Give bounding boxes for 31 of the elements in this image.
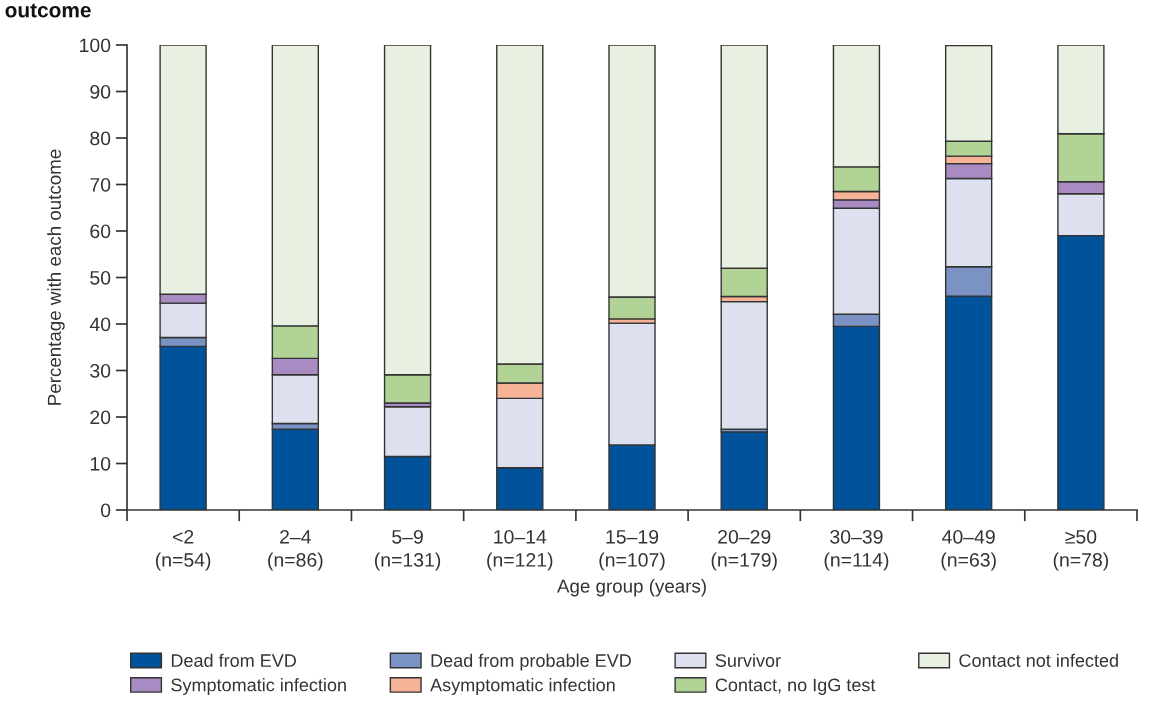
legend-label: Symptomatic infection xyxy=(171,678,346,695)
x-tick-label: 2–4 (n=86) xyxy=(268,529,323,571)
x-axis-title: Age group (years) xyxy=(557,578,706,597)
x-tick-label: 10–14 (n=121) xyxy=(487,529,553,571)
legend-label: Dead from EVD xyxy=(171,653,296,667)
y-tick-label: 90 xyxy=(90,84,111,99)
y-tick-label: 0 xyxy=(100,503,111,518)
x-tick-label: 20–29 (n=179) xyxy=(711,529,777,571)
y-axis-title: Percentage with each outcome xyxy=(47,149,65,405)
legend-label: Asymptomatic infection xyxy=(430,678,615,695)
x-tick-label: ≥50 (n=78) xyxy=(1053,529,1109,571)
y-tick-label: 100 xyxy=(80,38,111,53)
legend-label: Contact not infected xyxy=(959,653,1118,667)
y-tick-label: 70 xyxy=(90,177,111,192)
x-tick-label: 15–19 (n=107) xyxy=(599,529,665,571)
y-tick-label: 40 xyxy=(89,317,111,332)
x-tick-label: 30–39 (n=114) xyxy=(824,529,889,571)
legend-label: Survivor xyxy=(715,653,781,667)
x-tick-label: 5–9 (n=131) xyxy=(374,529,441,571)
legend-label: Contact, no IgG test xyxy=(715,678,876,695)
y-tick-label: 20 xyxy=(90,410,111,425)
y-tick-label: 10 xyxy=(90,456,111,471)
legend-label: Dead from probable EVD xyxy=(431,653,631,671)
y-tick-label: 80 xyxy=(90,131,111,146)
y-tick-label: 60 xyxy=(90,224,111,239)
y-tick-label: 50 xyxy=(90,270,111,285)
chart-title: outcome xyxy=(5,3,91,18)
x-tick-label: 40–49 (n=63) xyxy=(941,529,996,571)
bar xyxy=(720,300,768,430)
y-tick-label: 30 xyxy=(90,363,111,378)
x-tick-label: <2 (n=54) xyxy=(155,529,211,571)
